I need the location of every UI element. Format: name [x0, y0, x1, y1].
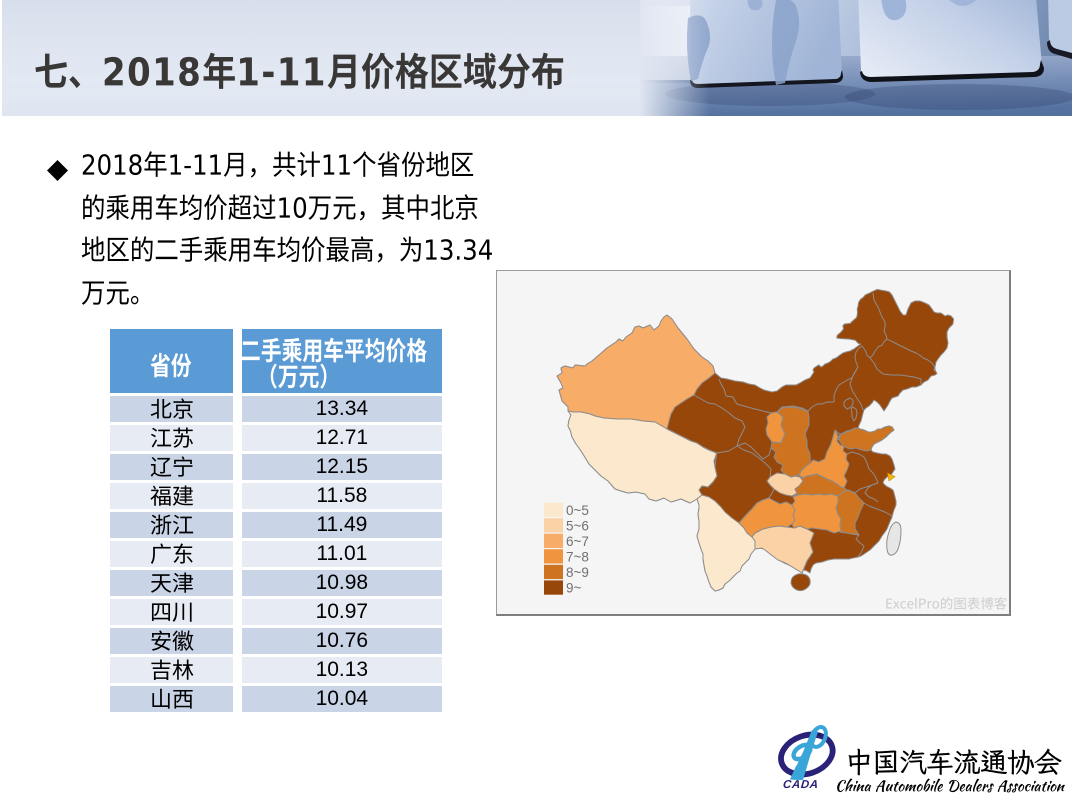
svg-text:6~7: 6~7	[566, 534, 589, 549]
svg-text:8~9: 8~9	[566, 565, 589, 580]
svg-text:9~: 9~	[566, 581, 582, 596]
svg-text:5~6: 5~6	[566, 518, 589, 533]
svg-text:0~5: 0~5	[566, 503, 589, 518]
svg-text:7~8: 7~8	[566, 549, 589, 564]
